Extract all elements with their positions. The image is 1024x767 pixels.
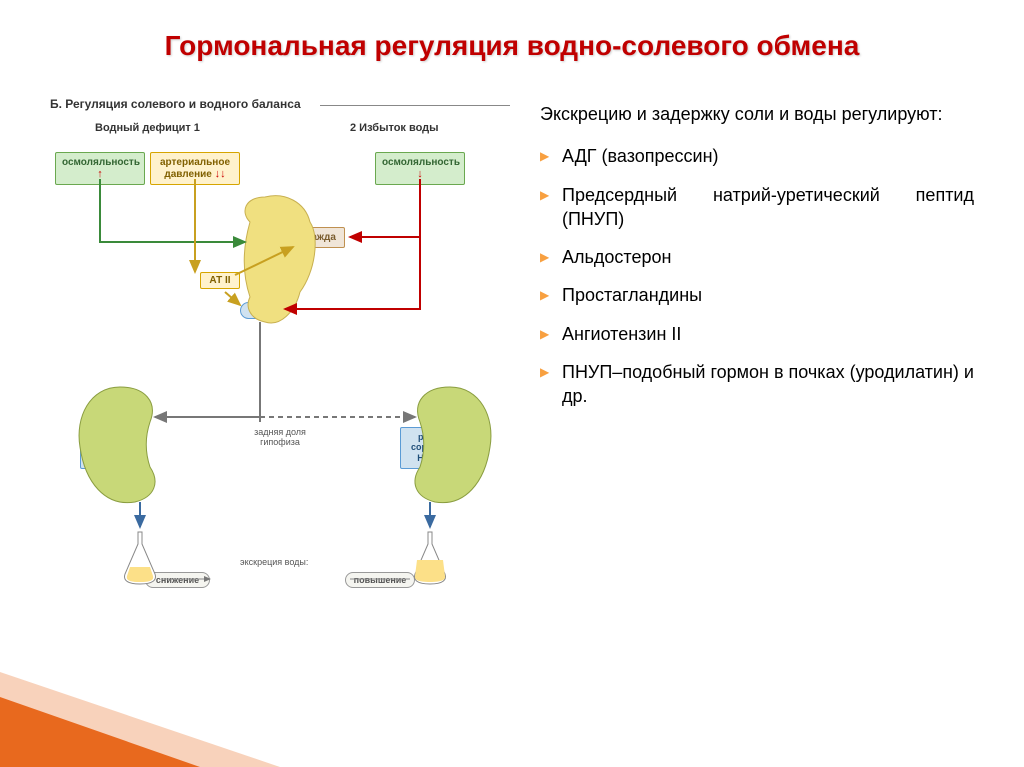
diagram-area: Б. Регуляция солевого и водного баланса … (50, 97, 510, 627)
col2-label: 2 Избыток воды (350, 122, 439, 134)
bullet-item: Предсердный натрий-уретический пептид (П… (540, 183, 974, 232)
col1-label: Водный дефицит 1 (95, 122, 200, 134)
bullet-list: АДГ (вазопрессин) Предсердный натрий-уре… (540, 144, 974, 408)
box-thirst: жажда (295, 227, 345, 248)
box-reabs-right-label: реаб-сорбция H₂O (411, 432, 449, 463)
box-osmo-right: осмоляльность ↓ (375, 152, 465, 185)
box-osmo-left-label: осмоляльность (62, 157, 140, 168)
bullet-item: АДГ (вазопрессин) (540, 144, 974, 168)
bullet-item: Ангиотензин II (540, 322, 974, 346)
diagram-panel-title: Б. Регуляция солевого и водного баланса (50, 97, 301, 111)
box-at2: АТ II (200, 272, 240, 289)
bullet-item: ПНУП–подобный гормон в почках (уродилати… (540, 360, 974, 409)
box-reabs-left: реаб-сорбция H₂O ↑ (80, 427, 140, 469)
corner-accent (0, 697, 200, 767)
intro-text: Экскрецию и задержку соли и воды регулир… (540, 102, 974, 126)
box-reabs-left-label: реаб-сорбция H₂O (91, 432, 129, 463)
bullet-item: Простагландины (540, 283, 974, 307)
box-osmo-right-label: осмоляльность (382, 157, 460, 168)
box-decrease: снижение (145, 572, 210, 588)
box-osmo-left: осмоляльность ↑ (55, 152, 145, 185)
box-adh: АДГ (240, 302, 280, 319)
content-row: Б. Регуляция солевого и водного баланса … (50, 97, 974, 627)
box-increase: повышение (345, 572, 415, 588)
title-rule (320, 105, 510, 106)
box-reabs-right: реаб-сорбция H₂O ↓ (400, 427, 460, 469)
slide-title: Гормональная регуляция водно-солевого об… (50, 30, 974, 62)
bullet-item: Альдостерон (540, 245, 974, 269)
box-bp: артериальное давление ↓↓ (150, 152, 240, 185)
posterior-lobe-label: задняя доля гипофиза (245, 427, 315, 447)
excretion-label: экскреция воды: (240, 557, 308, 567)
text-column: Экскрецию и задержку соли и воды регулир… (540, 97, 974, 627)
